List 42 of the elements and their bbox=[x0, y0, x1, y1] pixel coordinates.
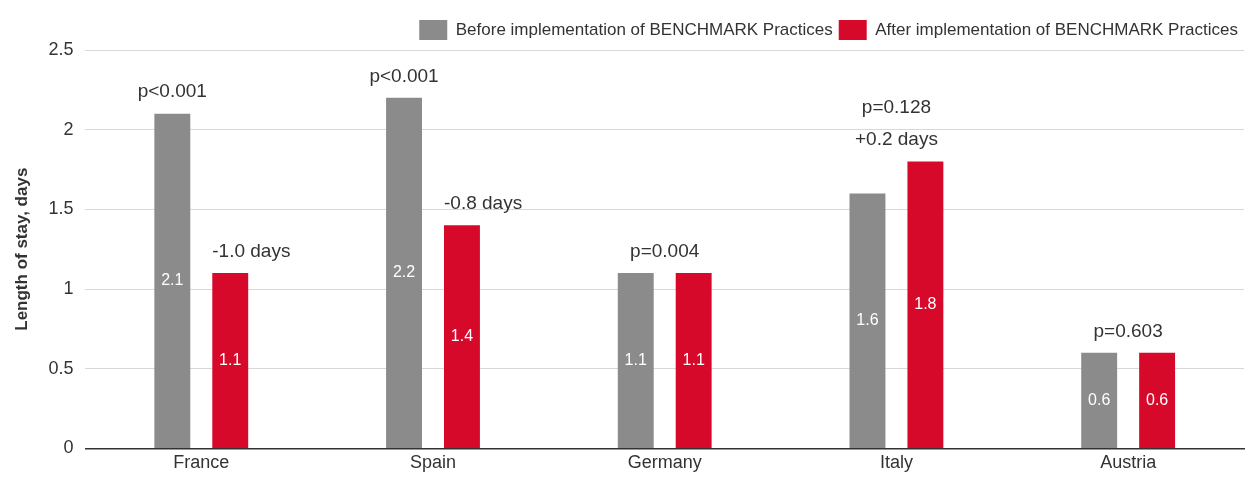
annotation: -1.0 days bbox=[212, 239, 291, 261]
bar bbox=[849, 193, 886, 448]
data-label: 0.6 bbox=[1088, 390, 1111, 408]
bar bbox=[386, 97, 422, 448]
annotation: p=0.004 bbox=[630, 239, 700, 261]
legend-label: Before implementation of BENCHMARK Practices bbox=[455, 19, 833, 39]
data-label: 2.1 bbox=[161, 271, 184, 289]
annotation: p<0.001 bbox=[137, 80, 207, 102]
data-label: 1.1 bbox=[624, 350, 647, 368]
bar bbox=[675, 273, 712, 448]
annotation: +0.2 days bbox=[854, 128, 938, 150]
x-tick-label: Spain bbox=[409, 452, 457, 473]
x-tick-label: Italy bbox=[879, 452, 913, 473]
data-label: 1.8 bbox=[914, 295, 937, 313]
y-tick-label: 0 bbox=[63, 437, 74, 458]
y-tick-label: 1 bbox=[63, 278, 74, 299]
bar bbox=[1139, 352, 1176, 448]
legend-label: After implementation of BENCHMARK Practices bbox=[875, 19, 1239, 39]
bar bbox=[212, 273, 249, 448]
x-tick-label: France bbox=[173, 452, 230, 473]
annotation: p=0.603 bbox=[1093, 319, 1163, 341]
bar bbox=[154, 113, 191, 448]
bar bbox=[1081, 352, 1118, 448]
y-tick-label: 1.5 bbox=[48, 198, 74, 219]
x-tick-label: Austria bbox=[1100, 452, 1158, 473]
data-label: 2.2 bbox=[392, 263, 416, 281]
bar bbox=[444, 225, 480, 448]
y-tick-label: 0.5 bbox=[48, 357, 74, 378]
bar bbox=[617, 273, 654, 448]
y-tick-label: 2.5 bbox=[48, 38, 74, 59]
x-tick-label: Germany bbox=[627, 452, 702, 473]
bar bbox=[907, 161, 944, 448]
data-label: 1.4 bbox=[450, 327, 474, 344]
data-label: 1.1 bbox=[682, 350, 705, 368]
y-tick-label: 2 bbox=[63, 118, 74, 139]
data-label: 1.6 bbox=[856, 311, 879, 329]
annotation: -0.8 days bbox=[444, 192, 523, 214]
data-label: 1.1 bbox=[219, 350, 242, 368]
data-label: 0.6 bbox=[1145, 390, 1169, 408]
y-axis-title: Length of stay, days bbox=[11, 167, 31, 331]
annotation: p<0.001 bbox=[369, 64, 439, 86]
annotation: p=0.128 bbox=[861, 96, 932, 118]
